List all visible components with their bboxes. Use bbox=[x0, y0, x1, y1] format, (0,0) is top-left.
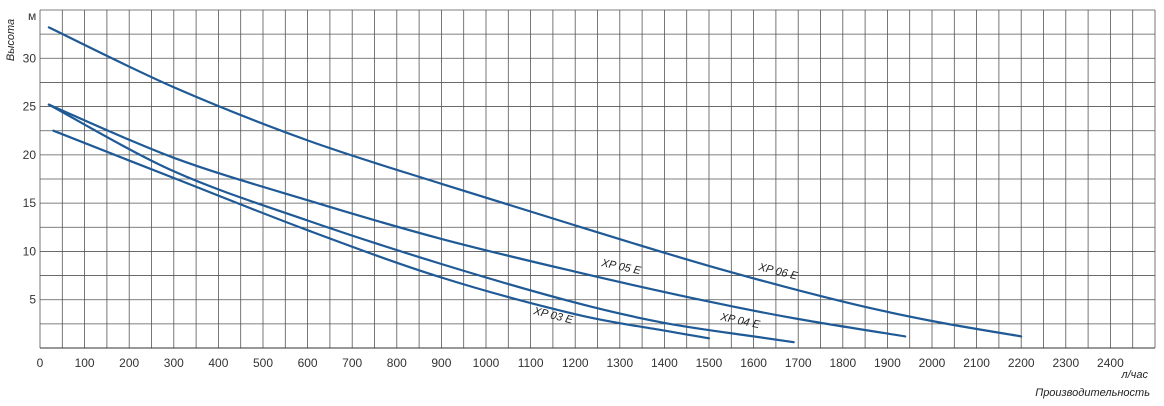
x-tick-label: 300 bbox=[164, 356, 184, 370]
y-tick-label: 15 bbox=[23, 196, 37, 210]
curve-xp-06-e bbox=[47, 26, 1023, 338]
y-tick-labels: 5 10 15 20 25 30 bbox=[23, 51, 37, 306]
y-tick-label: 25 bbox=[23, 100, 37, 114]
series-curves bbox=[47, 26, 1023, 344]
series-labels: XP 06 EXP 05 EXP 04 EXP 03 E bbox=[531, 257, 799, 331]
series-label-xp-06-e: XP 06 E bbox=[756, 261, 799, 283]
x-tick-label: 500 bbox=[253, 356, 273, 370]
curve-xp-05-e bbox=[47, 103, 907, 338]
x-tick-label: 600 bbox=[298, 356, 318, 370]
curve-xp-03-e bbox=[52, 129, 711, 340]
chart-grid bbox=[39, 9, 1156, 349]
x-tick-label: 2200 bbox=[1008, 356, 1035, 370]
x-tick-label: 1100 bbox=[518, 356, 544, 370]
x-tick-label: 1500 bbox=[696, 356, 723, 370]
x-tick-label: 400 bbox=[208, 356, 228, 370]
x-tick-label: 1200 bbox=[562, 356, 589, 370]
x-tick-label: 700 bbox=[342, 356, 362, 370]
x-tick-label: 0 bbox=[37, 356, 44, 370]
x-tick-labels: 0 100 200 300 400 500 600 700 800 900 1000 1100 1200… bbox=[37, 356, 1124, 370]
series-label-xp-05-e: XP 05 E bbox=[599, 257, 642, 277]
y-tick-label: 10 bbox=[23, 244, 37, 258]
x-axis-title: Производительность bbox=[1035, 387, 1150, 399]
x-tick-label: 800 bbox=[387, 356, 407, 370]
x-tick-label: 1800 bbox=[829, 356, 856, 370]
x-tick-label: 1600 bbox=[740, 356, 767, 370]
y-unit-label: м bbox=[28, 9, 36, 23]
x-tick-label: 2100 bbox=[963, 356, 990, 370]
y-tick-label: 20 bbox=[23, 148, 37, 162]
x-unit-label: л/час bbox=[1120, 369, 1148, 381]
y-tick-label: 5 bbox=[29, 293, 36, 307]
x-tick-label: 1300 bbox=[606, 356, 633, 370]
series-label-xp-04-e: XP 04 E bbox=[718, 311, 761, 331]
x-tick-label: 1900 bbox=[874, 356, 901, 370]
curve-xp-04-e bbox=[47, 103, 795, 344]
x-tick-label: 1700 bbox=[785, 356, 812, 370]
x-tick-label: 2400 bbox=[1097, 356, 1124, 370]
x-tick-label: 900 bbox=[431, 356, 451, 370]
x-tick-label: 200 bbox=[119, 356, 139, 370]
x-tick-label: 2300 bbox=[1052, 356, 1079, 370]
x-tick-label: 2000 bbox=[919, 356, 946, 370]
y-tick-label: 30 bbox=[23, 51, 37, 65]
x-tick-label: 1000 bbox=[473, 356, 500, 370]
x-tick-label: 1400 bbox=[651, 356, 678, 370]
y-axis-title: Высота bbox=[5, 19, 17, 61]
x-tick-label: 100 bbox=[75, 356, 95, 370]
